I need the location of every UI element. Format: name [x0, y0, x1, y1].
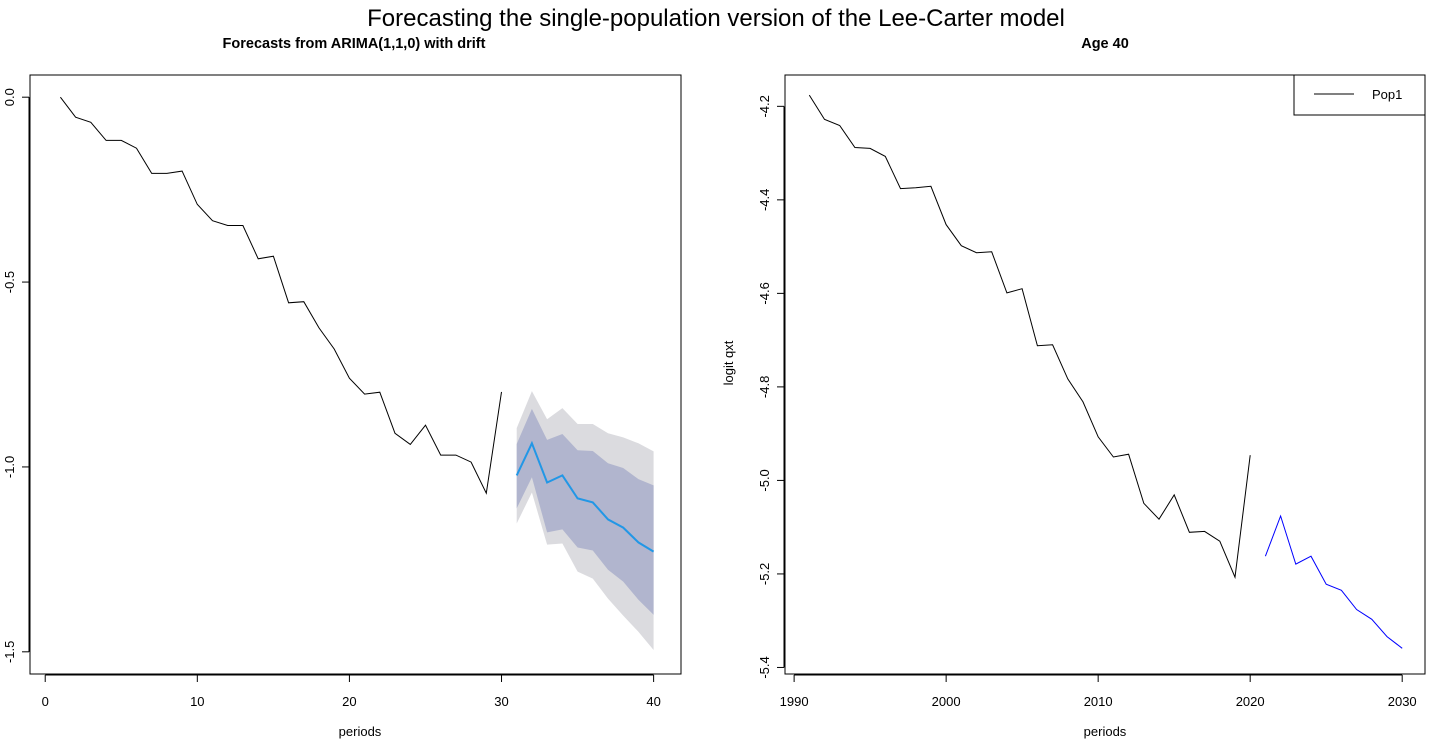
band-80-interval — [516, 408, 654, 615]
age40-panel: Age 40 1990 2000 2010 2020 2030 -4.2 -4.4 -4.6… — [721, 36, 1426, 739]
arima-forecast-panel: Forecasts from ARIMA(1,1,0) with drift 0… — [2, 36, 682, 739]
left-plot-frame — [29, 74, 682, 675]
y-tick-label: -4.6 — [757, 282, 772, 304]
x-tick-label: 1990 — [780, 694, 809, 709]
x-tick-label: 2010 — [1084, 694, 1113, 709]
history-line — [60, 96, 502, 495]
right-y-axis-label: logit qxt — [721, 340, 736, 385]
y-tick-label: -0.5 — [2, 271, 17, 293]
right-y-axis: -4.2 -4.4 -4.6 -4.8 -5.0 -5.2 -5.4 — [757, 95, 785, 679]
forecast-bands — [516, 391, 654, 650]
forecast-mean-line — [515, 440, 655, 553]
x-tick-label: 40 — [646, 694, 660, 709]
x-tick-label: 2020 — [1236, 694, 1265, 709]
y-tick-label: -5.0 — [757, 469, 772, 491]
right-plot-frame — [784, 74, 1426, 675]
y-tick-label: -4.8 — [757, 376, 772, 398]
right-panel-title: Age 40 — [1081, 36, 1129, 52]
left-y-axis: 0.0 -0.5 -1.0 -1.5 — [2, 88, 30, 663]
x-tick-label: 10 — [190, 694, 204, 709]
pop1-history-line — [808, 94, 1251, 580]
figure-suptitle: Forecasting the single-population versio… — [367, 5, 1065, 32]
y-tick-label: -5.4 — [757, 656, 772, 678]
y-tick-label: 0.0 — [2, 88, 17, 106]
legend-box — [1293, 74, 1426, 116]
y-tick-label: -4.2 — [757, 95, 772, 117]
x-tick-label: 20 — [342, 694, 356, 709]
x-tick-label: 30 — [494, 694, 508, 709]
y-tick-label: -5.2 — [757, 563, 772, 585]
y-tick-label: -1.5 — [2, 641, 17, 663]
legend-label-pop1: Pop1 — [1372, 87, 1402, 102]
x-tick-label: 2000 — [932, 694, 961, 709]
right-x-axis-label: periods — [1084, 724, 1127, 739]
plot-lines — [808, 94, 1403, 649]
pop1-forecast-line — [1264, 514, 1403, 649]
right-x-axis: 1990 2000 2010 2020 2030 — [780, 674, 1417, 709]
left-x-axis-label: periods — [339, 724, 382, 739]
legend: Pop1 — [1293, 74, 1426, 116]
y-tick-label: -4.4 — [757, 189, 772, 211]
left-x-axis: 0 10 20 30 40 — [42, 674, 661, 709]
x-tick-label: 2030 — [1388, 694, 1417, 709]
x-tick-label: 0 — [42, 694, 49, 709]
y-tick-label: -1.0 — [2, 456, 17, 478]
plot-lines — [60, 96, 655, 553]
left-panel-title: Forecasts from ARIMA(1,1,0) with drift — [223, 36, 486, 52]
